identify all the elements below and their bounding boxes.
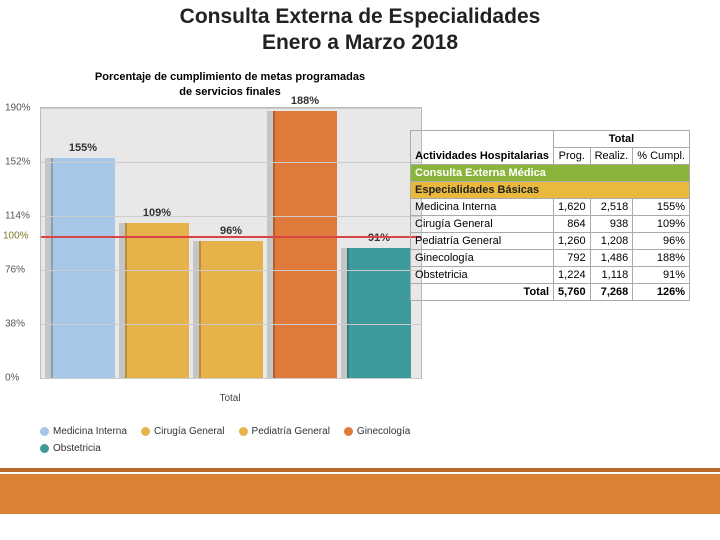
chart-title-line1: Porcentaje de cumplimiento de metas prog…: [95, 71, 365, 83]
table-cell: 938: [590, 216, 633, 233]
header-total: Total: [554, 131, 690, 148]
section-especialidades: Especialidades Básicas: [411, 182, 690, 199]
chart-plot: 155%109%96%188%91% 0%38%76%114%152%190%1…: [40, 107, 422, 379]
col-pct: % Cumpl.: [633, 148, 690, 165]
legend-swatch-icon: [141, 427, 150, 436]
legend-label: Cirugía General: [154, 426, 225, 437]
legend-swatch-icon: [239, 427, 248, 436]
ytick-label: 76%: [5, 264, 25, 275]
table-cell: 188%: [633, 250, 690, 267]
gridline: [41, 216, 421, 217]
section-yellow-label: Especialidades Básicas: [411, 182, 690, 199]
legend-label: Obstetricia: [53, 443, 101, 454]
bar: 188%: [273, 111, 338, 378]
table-row: Ginecología7921,486188%: [411, 250, 690, 267]
legend-swatch-icon: [40, 444, 49, 453]
table-row: Medicina Interna1,6202,518155%: [411, 199, 690, 216]
legend-swatch-icon: [40, 427, 49, 436]
table-row: Pediatría General1,2601,20896%: [411, 233, 690, 250]
chart-bars: 155%109%96%188%91%: [41, 108, 421, 378]
table-cell: 109%: [633, 216, 690, 233]
bar: 96%: [199, 241, 264, 377]
title-line2: Enero a Marzo 2018: [262, 31, 458, 54]
gridline: [41, 108, 421, 109]
bar-ginecología: 188%: [269, 108, 341, 378]
table-cell: 1,620: [554, 199, 591, 216]
title-line1: Consulta Externa de Especialidades: [180, 5, 541, 28]
total-real: 7,268: [590, 284, 633, 301]
table-cell: 1,208: [590, 233, 633, 250]
bar-obstetricia: 91%: [343, 108, 415, 378]
table-cell: Ginecología: [411, 250, 554, 267]
legend-swatch-icon: [344, 427, 353, 436]
col-real: Realiz.: [590, 148, 633, 165]
table-row: Obstetricia1,2241,11891%: [411, 267, 690, 284]
table-cell: 792: [554, 250, 591, 267]
ytick-label: 152%: [5, 156, 31, 167]
legend-item: Ginecología: [344, 426, 410, 437]
gridline: [41, 324, 421, 325]
bar: 109%: [125, 223, 190, 378]
bar-value-label: 109%: [143, 207, 171, 219]
total-pct: 126%: [633, 284, 690, 301]
table-cell: Medicina Interna: [411, 199, 554, 216]
chart-title: Porcentaje de cumplimiento de metas prog…: [40, 70, 420, 101]
total-label: Total: [411, 284, 554, 301]
table-row: Cirugía General864938109%: [411, 216, 690, 233]
table-cell: 1,486: [590, 250, 633, 267]
ytick-label: 38%: [5, 318, 25, 329]
section-consulta-externa: Consulta Externa Médica: [411, 165, 690, 182]
legend-label: Pediatría General: [252, 426, 330, 437]
table-total-row: Total 5,760 7,268 126%: [411, 284, 690, 301]
table: Actividades Hospitalarias Total Prog. Re…: [410, 130, 690, 301]
legend-item: Obstetricia: [40, 443, 101, 454]
bar-value-label: 188%: [291, 95, 319, 107]
chart: Porcentaje de cumplimiento de metas prog…: [40, 70, 420, 430]
table-cell: 91%: [633, 267, 690, 284]
reference-line: [41, 236, 421, 238]
chart-title-line2: de servicios finales: [179, 86, 281, 98]
bar: 91%: [347, 248, 412, 377]
table-header-row: Actividades Hospitalarias Total: [411, 131, 690, 148]
ytick-label: 0%: [5, 372, 19, 383]
table-cell: 864: [554, 216, 591, 233]
data-table: Actividades Hospitalarias Total Prog. Re…: [410, 130, 690, 301]
table-cell: 1,118: [590, 267, 633, 284]
header-activities: Actividades Hospitalarias: [411, 131, 554, 165]
legend-item: Pediatría General: [239, 426, 330, 437]
table-cell: 2,518: [590, 199, 633, 216]
bar-pediatría-general: 96%: [195, 108, 267, 378]
ytick-label: 114%: [5, 210, 30, 221]
chart-legend: Medicina Interna Cirugía General Pediatría…: [40, 426, 420, 454]
footer-band: [0, 474, 720, 514]
section-green-label: Consulta Externa Médica: [411, 165, 690, 182]
reference-label: 100%: [3, 230, 29, 241]
table-cell: Cirugía General: [411, 216, 554, 233]
bar-value-label: 155%: [69, 142, 97, 154]
legend-label: Ginecología: [357, 426, 410, 437]
gridline: [41, 270, 421, 271]
x-axis-label: Total: [40, 393, 420, 404]
gridline: [41, 162, 421, 163]
table-cell: 155%: [633, 199, 690, 216]
table-cell: 1,260: [554, 233, 591, 250]
legend-item: Cirugía General: [141, 426, 225, 437]
bar-value-label: 91%: [368, 232, 390, 244]
total-prog: 5,760: [554, 284, 591, 301]
table-cell: Obstetricia: [411, 267, 554, 284]
slide-title: Consulta Externa de Especialidades Enero…: [0, 4, 720, 57]
table-cell: Pediatría General: [411, 233, 554, 250]
legend-item: Medicina Interna: [40, 426, 127, 437]
table-cell: 1,224: [554, 267, 591, 284]
bar-medicina-interna: 155%: [47, 108, 119, 378]
col-prog: Prog.: [554, 148, 591, 165]
bar-cirugía-general: 109%: [121, 108, 193, 378]
bar: 155%: [51, 158, 116, 378]
legend-label: Medicina Interna: [53, 426, 127, 437]
ytick-label: 190%: [5, 102, 31, 113]
gridline: [41, 378, 421, 379]
table-cell: 96%: [633, 233, 690, 250]
